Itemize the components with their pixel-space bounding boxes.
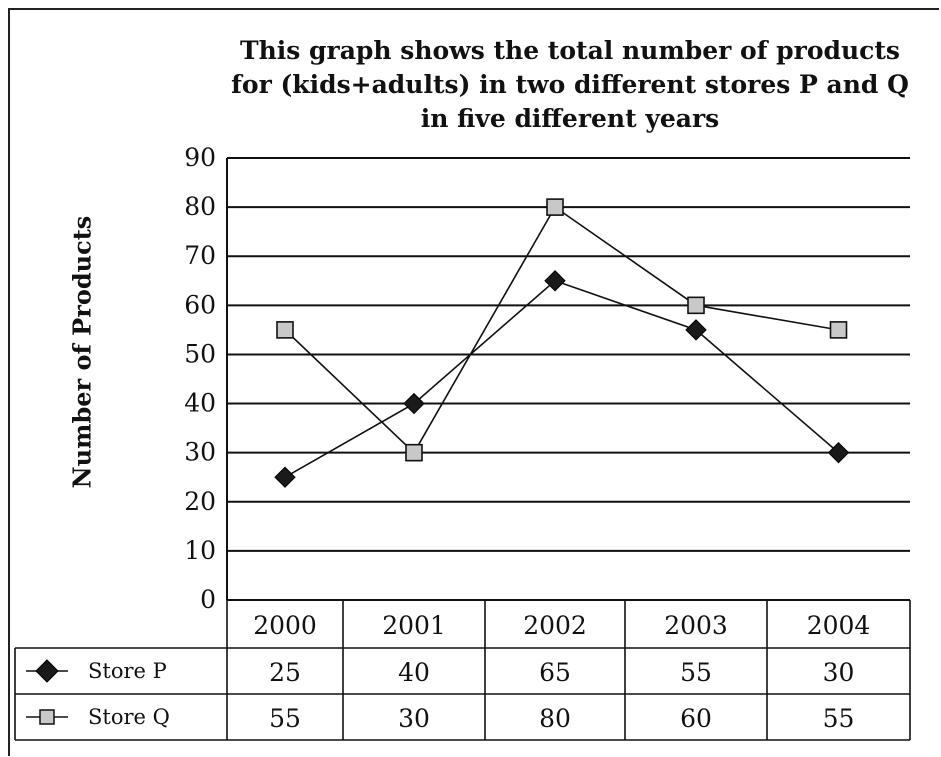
table-cell: 40: [398, 658, 430, 687]
y-tick-labels: 0 10 20 30 40 50 60 70 80 90: [184, 143, 216, 614]
data-point-square: [276, 321, 294, 339]
grid-lines: [226, 157, 910, 600]
y-tick-label: 30: [184, 438, 216, 467]
x-tick-label: 2000: [253, 611, 317, 640]
y-tick-label: 60: [184, 290, 216, 319]
table-cell: 55: [269, 704, 301, 733]
y-tick-label: 80: [184, 192, 216, 221]
data-point-diamond: [827, 441, 850, 464]
y-tick-label: 20: [184, 487, 216, 516]
data-point-square: [546, 198, 564, 216]
series-line: [284, 205, 839, 454]
data-point-diamond: [274, 466, 296, 488]
chart-title-line-3: in five different years: [420, 104, 720, 133]
table-cell: 60: [680, 704, 712, 733]
table-cell: 55: [823, 704, 855, 733]
data-point-diamond: [685, 319, 707, 341]
table-cell: 80: [539, 704, 571, 733]
data-point-diamond: [403, 392, 425, 415]
y-tick-label: 40: [184, 389, 216, 418]
chart-title-line-1: This graph shows the total number of pro…: [239, 36, 901, 65]
data-table: 2000 2001 2002 2003 2004 Store P 25 40 65 55 30 Sto…: [14, 599, 911, 741]
y-tick-label: 50: [184, 339, 216, 368]
x-tick-label: 2003: [664, 611, 728, 640]
y-tick-label: 70: [184, 241, 216, 270]
y-tick-label: 0: [200, 585, 216, 614]
chart-frame: [8, 8, 939, 756]
table-cell: 55: [680, 658, 712, 687]
table-cell: 30: [398, 704, 430, 733]
data-point-square: [405, 443, 423, 462]
table-cell: 25: [269, 658, 301, 687]
series-markers: [274, 198, 850, 488]
legend-label: Store Q: [88, 705, 170, 729]
legend-marker-diamond: [35, 659, 59, 683]
chart-title: This graph shows the total number of pro…: [200, 34, 940, 136]
y-tick-label: 90: [184, 143, 216, 172]
data-point-square: [687, 296, 705, 315]
table-cell: 65: [539, 658, 571, 687]
chart-title-line-2: for (kids+adults) in two different store…: [231, 70, 909, 99]
table-cell: 30: [823, 658, 855, 687]
y-tick-label: 10: [184, 536, 216, 565]
x-tick-label: 2001: [382, 611, 446, 640]
data-point-diamond: [544, 270, 566, 292]
legend-label: Store P: [88, 659, 167, 683]
series-line: [284, 279, 840, 478]
x-tick-label: 2004: [807, 611, 871, 640]
legend-marker-square: [39, 709, 55, 725]
series-lines: [284, 205, 840, 478]
data-point-square: [829, 321, 848, 339]
x-tick-label: 2002: [523, 611, 587, 640]
